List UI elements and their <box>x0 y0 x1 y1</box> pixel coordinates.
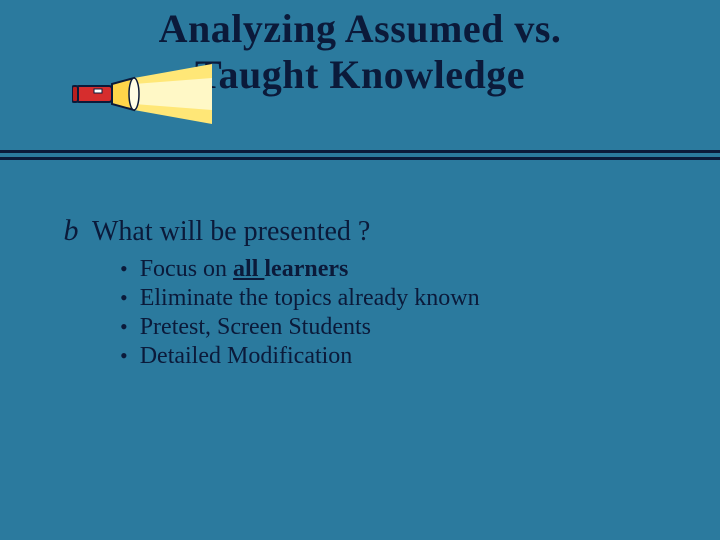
list-item: • Eliminate the topics already known <box>120 285 660 312</box>
bullet-dot-icon: • <box>120 287 128 309</box>
sub-text: Eliminate the topics already known <box>140 285 480 312</box>
body-block: b What will be presented ? • Focus on al… <box>60 216 660 372</box>
list-item: • Pretest, Screen Students <box>120 314 660 341</box>
lead-bullet-glyph: b <box>60 216 82 246</box>
flashlight-icon <box>72 64 212 124</box>
title-line-1: Analyzing Assumed vs. <box>0 6 720 52</box>
lead-bullet-row: b What will be presented ? <box>60 216 660 248</box>
list-item: • Focus on all learners <box>120 256 660 283</box>
sub-text: Focus on all learners <box>140 256 349 283</box>
title-underline <box>0 150 720 160</box>
sub-text: Detailed Modification <box>140 343 353 370</box>
sub-text: Pretest, Screen Students <box>140 314 371 341</box>
slide: Analyzing Assumed vs. Taught Knowledge b… <box>0 0 720 540</box>
underline-bar <box>0 150 720 153</box>
sub-text-underlined: all <box>233 256 264 282</box>
lead-text: What will be presented ? <box>92 216 370 248</box>
sub-text-bold: learners <box>264 256 348 282</box>
bullet-dot-icon: • <box>120 258 128 280</box>
bullet-dot-icon: • <box>120 316 128 338</box>
underline-bar <box>0 157 720 160</box>
bullet-dot-icon: • <box>120 345 128 367</box>
list-item: • Detailed Modification <box>120 343 660 370</box>
sub-text-prefix: Focus on <box>140 256 233 282</box>
sub-bullet-list: • Focus on all learners • Eliminate the … <box>120 256 660 370</box>
